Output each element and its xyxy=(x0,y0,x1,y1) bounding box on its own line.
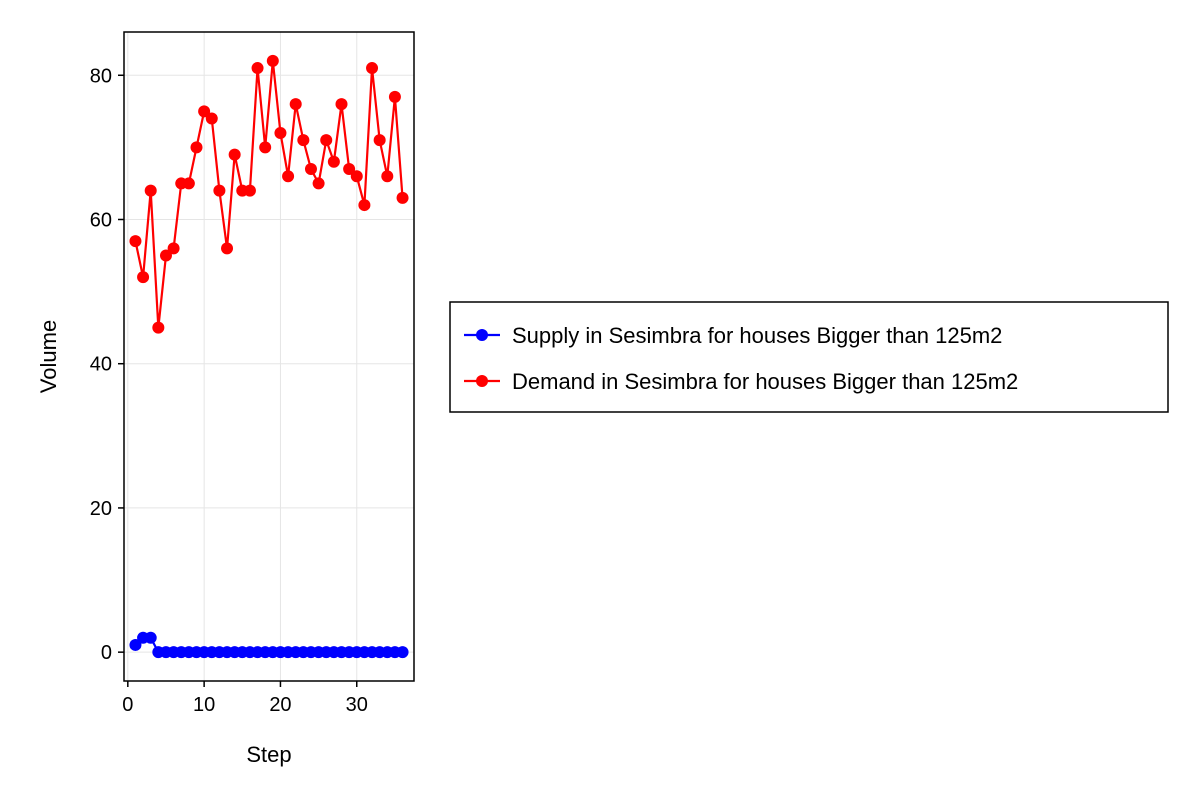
data-point xyxy=(205,112,218,125)
data-point xyxy=(144,631,157,644)
y-tick-label: 60 xyxy=(90,209,112,231)
data-point xyxy=(266,54,279,67)
data-point xyxy=(213,184,226,197)
legend-label: Demand in Sesimbra for houses Bigger tha… xyxy=(512,369,1018,394)
data-point xyxy=(159,249,172,262)
legend-box xyxy=(449,301,1169,413)
data-point xyxy=(297,134,310,147)
data-point xyxy=(137,271,150,284)
data-point xyxy=(221,242,234,255)
legend-item: Demand in Sesimbra for houses Bigger tha… xyxy=(464,369,1018,394)
data-point xyxy=(129,235,142,248)
legend: Supply in Sesimbra for houses Bigger tha… xyxy=(449,301,1169,413)
series-supply xyxy=(129,631,409,659)
data-point xyxy=(396,191,409,204)
data-point xyxy=(320,134,333,147)
data-point xyxy=(243,184,256,197)
data-point xyxy=(343,163,356,176)
data-point xyxy=(312,177,325,190)
y-tick-label: 0 xyxy=(101,642,112,664)
legend-marker-swatch xyxy=(476,329,488,341)
legend-label: Supply in Sesimbra for houses Bigger tha… xyxy=(512,323,1002,348)
x-tick-label: 20 xyxy=(269,694,291,716)
legend-item: Supply in Sesimbra for houses Bigger tha… xyxy=(464,323,1002,348)
data-point xyxy=(282,170,295,183)
y-tick-label: 20 xyxy=(90,498,112,520)
x-axis-title: Step xyxy=(246,742,291,767)
data-point xyxy=(228,148,241,161)
legend-marker-swatch xyxy=(476,375,488,387)
data-point xyxy=(304,163,317,176)
data-point xyxy=(251,62,264,75)
x-tick-label: 30 xyxy=(346,694,368,716)
data-point xyxy=(274,126,287,139)
x-axis-ticks: 0 10 20 30 xyxy=(122,681,368,716)
y-tick-label: 40 xyxy=(90,354,112,376)
data-point xyxy=(350,170,363,183)
series-layer xyxy=(129,54,409,659)
grid-lines xyxy=(124,32,414,681)
data-point xyxy=(198,105,211,118)
data-point xyxy=(289,98,302,111)
data-point xyxy=(381,170,394,183)
y-tick-label: 80 xyxy=(90,65,112,87)
data-point xyxy=(358,199,371,212)
data-point xyxy=(182,177,195,190)
x-tick-label: 10 xyxy=(193,694,215,716)
x-tick-label: 0 xyxy=(122,694,133,716)
data-point xyxy=(373,134,386,147)
y-axis-title: Volume xyxy=(36,320,61,393)
data-point xyxy=(129,638,142,651)
data-point xyxy=(396,646,409,659)
data-point xyxy=(335,98,348,111)
data-point xyxy=(152,321,165,334)
data-point xyxy=(327,155,340,168)
data-point xyxy=(144,184,157,197)
series-line xyxy=(134,60,404,328)
data-point xyxy=(190,141,203,154)
y-axis-ticks: 0 20 40 60 80 xyxy=(90,65,124,664)
data-point xyxy=(259,141,272,154)
plot-frame xyxy=(123,31,415,682)
data-point xyxy=(388,90,401,103)
data-point xyxy=(167,242,180,255)
data-point xyxy=(366,62,379,75)
series-demand xyxy=(129,54,409,334)
